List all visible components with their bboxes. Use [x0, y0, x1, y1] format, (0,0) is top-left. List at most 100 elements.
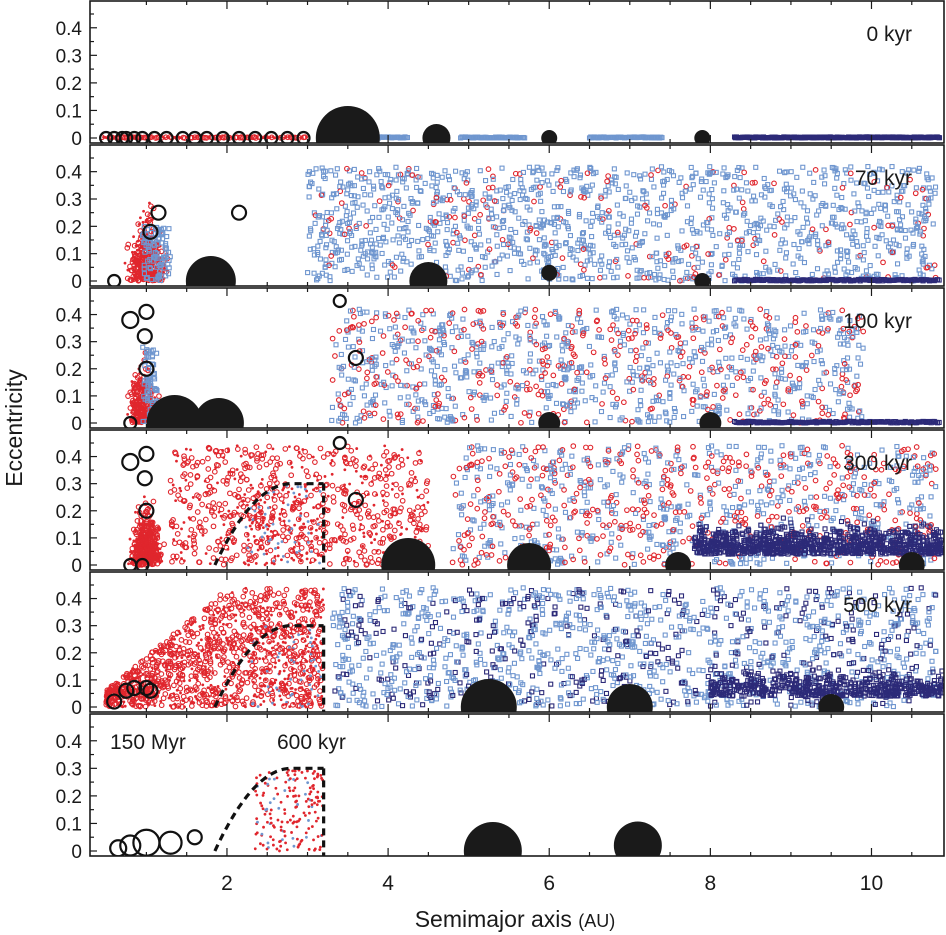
light-blue-body-marker	[471, 389, 477, 395]
light-blue-body-marker	[620, 330, 627, 336]
light-blue-body-marker	[834, 248, 840, 254]
light-blue-body-marker	[883, 238, 889, 244]
light-blue-body-marker	[306, 233, 312, 239]
light-blue-body-marker	[821, 370, 827, 376]
light-blue-body-marker	[427, 214, 433, 221]
light-blue-body-marker	[455, 240, 461, 246]
red-body-marker	[622, 417, 629, 424]
red-body-marker	[356, 507, 363, 513]
light-blue-body-marker	[149, 354, 155, 360]
light-blue-body-marker	[574, 400, 581, 406]
red-body-marker	[655, 167, 661, 174]
light-blue-body-marker	[852, 208, 858, 214]
light-blue-body-marker	[863, 209, 869, 215]
light-blue-body-marker	[667, 349, 673, 355]
light-blue-body-marker	[527, 337, 533, 343]
light-blue-body-marker	[850, 333, 856, 339]
light-blue-body-marker	[589, 395, 595, 401]
light-blue-body-marker	[783, 255, 789, 261]
light-blue-body-marker	[627, 321, 633, 327]
light-blue-body-marker	[788, 185, 794, 191]
light-blue-body-marker	[689, 359, 695, 365]
red-body-marker	[823, 226, 829, 233]
red-body-marker	[668, 330, 674, 336]
light-blue-body-marker	[541, 250, 547, 256]
light-blue-body-marker	[479, 254, 486, 260]
light-blue-body-marker	[906, 253, 912, 259]
light-blue-body-marker	[366, 179, 372, 185]
light-blue-body-marker	[393, 209, 399, 216]
light-blue-body-marker	[464, 223, 470, 229]
red-body-marker	[761, 400, 767, 407]
light-blue-body-marker	[601, 353, 607, 359]
light-blue-body-marker	[868, 210, 874, 216]
red-body-marker	[150, 561, 157, 567]
light-blue-body-marker	[536, 358, 542, 364]
light-blue-body-marker	[563, 376, 569, 382]
light-blue-body-marker	[889, 164, 895, 170]
red-body-marker	[423, 307, 429, 314]
light-blue-body-marker	[599, 253, 605, 259]
light-blue-body-marker	[447, 312, 453, 319]
light-blue-body-marker	[458, 264, 464, 270]
light-blue-body-marker	[493, 259, 499, 265]
red-body-marker	[129, 545, 136, 552]
red-body-marker	[743, 341, 750, 348]
light-blue-body-marker	[871, 187, 877, 193]
light-blue-body-marker	[395, 172, 402, 178]
light-blue-body-marker	[420, 312, 426, 318]
light-blue-body-marker	[470, 341, 476, 347]
red-body-marker	[558, 177, 565, 184]
light-blue-body-marker	[920, 261, 926, 267]
light-blue-body-marker	[866, 193, 872, 200]
red-body-marker	[919, 186, 926, 193]
red-body-marker	[427, 334, 434, 341]
red-body-marker	[577, 261, 584, 268]
light-blue-body-marker	[777, 204, 784, 210]
red-body-marker	[144, 548, 148, 551]
red-body-marker	[490, 173, 496, 180]
light-blue-body-marker	[739, 187, 745, 193]
light-blue-body-marker	[894, 261, 901, 267]
red-body-marker	[757, 407, 763, 414]
light-blue-body-marker	[637, 398, 643, 404]
light-blue-body-marker	[458, 333, 464, 340]
light-blue-body-marker	[315, 249, 321, 255]
red-body-marker	[141, 220, 145, 224]
light-blue-body-marker	[499, 344, 505, 350]
red-body-marker	[371, 475, 378, 481]
red-body-marker	[847, 170, 854, 177]
light-blue-body-marker	[364, 208, 370, 214]
light-blue-body-marker	[653, 397, 660, 404]
red-body-marker	[143, 520, 150, 527]
light-blue-body-marker	[556, 243, 562, 249]
light-blue-body-marker	[777, 247, 783, 253]
light-blue-body-marker	[353, 225, 359, 232]
light-blue-body-marker	[878, 205, 884, 211]
light-blue-body-marker	[443, 252, 449, 259]
light-blue-body-marker	[639, 196, 646, 202]
light-blue-body-marker	[917, 231, 923, 237]
light-blue-body-marker	[166, 271, 172, 277]
light-blue-body-marker	[661, 169, 667, 175]
light-blue-body-marker	[826, 315, 832, 321]
light-blue-body-marker	[656, 414, 662, 420]
light-blue-body-marker	[638, 268, 644, 274]
light-blue-body-marker	[653, 277, 659, 283]
light-blue-body-marker	[834, 170, 840, 177]
light-blue-body-marker	[646, 356, 652, 363]
light-blue-body-marker	[637, 365, 643, 371]
light-blue-body-marker	[628, 348, 634, 354]
red-body-marker	[572, 353, 578, 360]
light-blue-body-marker	[758, 405, 764, 411]
light-blue-body-marker	[430, 233, 437, 239]
red-body-marker	[471, 232, 478, 239]
light-blue-body-marker	[143, 275, 149, 281]
light-blue-body-marker	[376, 214, 382, 220]
light-blue-body-marker	[488, 206, 494, 212]
red-body-marker	[740, 374, 747, 381]
light-blue-body-marker	[599, 210, 605, 216]
light-blue-body-marker	[557, 315, 563, 321]
light-blue-body-marker	[441, 339, 447, 345]
red-body-marker	[480, 197, 487, 204]
